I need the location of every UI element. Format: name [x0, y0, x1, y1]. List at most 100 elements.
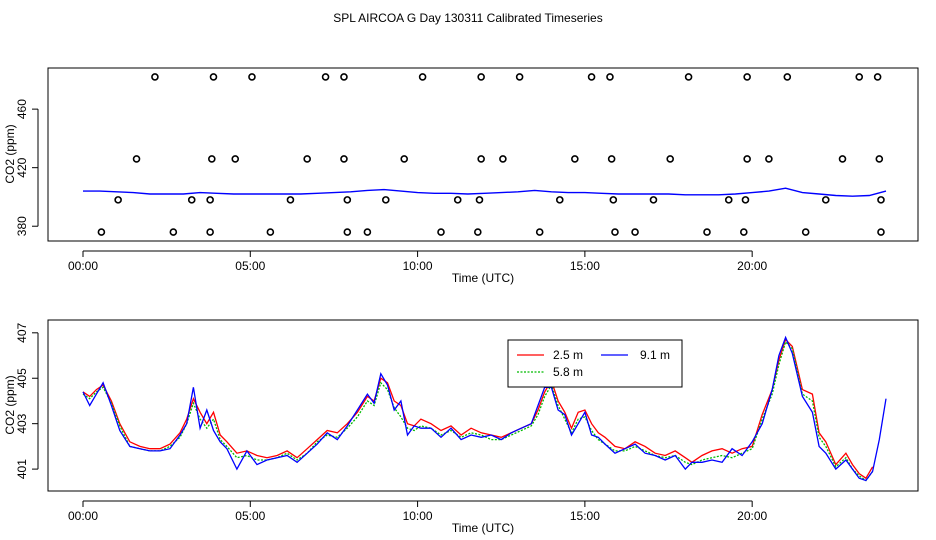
scatter-point	[875, 155, 884, 163]
scatter-point	[535, 228, 544, 236]
x-tick-label: 15:00	[570, 259, 600, 273]
y-tick-label: 460	[15, 99, 29, 119]
scatter-point	[649, 196, 658, 204]
scatter-point	[208, 155, 216, 163]
legend-label-2-5m: 2.5 m	[553, 348, 583, 362]
line-top	[83, 187, 887, 197]
x-axis-bottom: 00:00 05:00 10:00 15:00 20:00	[68, 500, 768, 523]
scatter-point	[684, 73, 693, 81]
x-tick-label: 00:00	[68, 509, 98, 523]
scatter-point	[741, 196, 750, 204]
scatter-point	[555, 196, 564, 204]
x-axis-top: 00:00 05:00 10:00 15:00 20:00	[68, 250, 768, 273]
scatter-point	[206, 228, 214, 236]
scatter-point	[877, 228, 885, 236]
series-line-5-8-m	[82, 340, 874, 482]
y-tick-label: 407	[15, 322, 29, 342]
scatter-point	[363, 228, 372, 236]
x-axis-label-bottom: Time (UTC)	[452, 521, 514, 535]
scatter-point	[475, 196, 484, 204]
scatter-point	[206, 196, 214, 204]
scatter-point	[611, 228, 619, 236]
scatter-point	[286, 196, 295, 204]
scatter-point	[381, 196, 390, 204]
series-line-2-5-m	[82, 338, 874, 480]
scatter-point	[97, 228, 106, 236]
scatter-point	[609, 196, 618, 204]
scatter-point	[114, 196, 122, 204]
scatter-point	[765, 155, 773, 163]
x-tick-label: 05:00	[235, 259, 265, 273]
scatter-point	[340, 73, 348, 81]
y-tick-label: 405	[15, 368, 29, 388]
scatter-point	[666, 155, 674, 163]
scatter-point	[248, 73, 256, 81]
scatter-point	[783, 73, 792, 81]
series-lines-bottom	[82, 335, 887, 482]
x-tick-label: 00:00	[68, 259, 98, 273]
scatter-point	[838, 155, 847, 163]
scatter-point	[587, 73, 596, 81]
scatter-point	[515, 73, 524, 81]
scatter-point	[266, 228, 275, 236]
scatter-point	[474, 228, 482, 236]
y-tick-label: 401	[15, 459, 29, 479]
scatter-points-top	[97, 73, 885, 236]
timeseries-line	[83, 187, 887, 197]
y-axis-top: 380 420 460	[15, 99, 39, 236]
panel-bottom: 00:00 05:00 10:00 15:00 20:00 401 403 405 407 T…	[3, 319, 919, 535]
scatter-point	[477, 73, 485, 81]
scatter-point	[703, 228, 711, 236]
scatter-point	[743, 73, 751, 81]
scatter-point	[303, 155, 311, 163]
y-tick-label: 420	[15, 157, 29, 177]
y-axis-bottom: 401 403 405 407	[15, 322, 39, 479]
scatter-point	[340, 155, 348, 163]
legend: 2.5 m 9.1 m 5.8 m	[507, 339, 683, 388]
scatter-point	[724, 196, 733, 204]
scatter-point	[855, 73, 864, 81]
scatter-point	[187, 196, 196, 204]
scatter-point	[571, 155, 579, 163]
x-tick-label: 15:00	[570, 509, 600, 523]
scatter-point	[343, 228, 352, 236]
scatter-point	[740, 228, 748, 236]
y-tick-label: 403	[15, 413, 29, 433]
legend-label-5-8m: 5.8 m	[553, 365, 583, 379]
scatter-point	[231, 155, 240, 163]
x-tick-label: 10:00	[403, 259, 433, 273]
x-axis-label-top: Time (UTC)	[452, 271, 514, 285]
plot-frame-top	[47, 67, 919, 242]
scatter-point	[607, 155, 616, 163]
legend-label-9-1m: 9.1 m	[640, 348, 670, 362]
scatter-point	[631, 228, 639, 236]
scatter-point	[873, 73, 882, 81]
scatter-point	[343, 196, 352, 204]
scatter-point	[418, 73, 427, 81]
scatter-point	[606, 73, 614, 81]
scatter-point	[321, 73, 330, 81]
scatter-point	[169, 228, 178, 236]
scatter-point	[743, 155, 751, 163]
y-axis-label-top: CO2 (ppm)	[3, 124, 17, 183]
scatter-point	[877, 196, 885, 204]
scatter-point	[437, 228, 445, 236]
scatter-point	[400, 155, 409, 163]
x-tick-label: 10:00	[403, 509, 433, 523]
chart-title: SPL AIRCOA G Day 130311 Calibrated Times…	[333, 11, 602, 25]
plot-frame-bottom	[47, 319, 919, 492]
scatter-point	[477, 155, 485, 163]
x-tick-label: 05:00	[235, 509, 265, 523]
scatter-point	[801, 228, 810, 236]
x-tick-label: 20:00	[737, 509, 767, 523]
scatter-point	[499, 155, 507, 163]
x-tick-label: 20:00	[737, 259, 767, 273]
y-tick-label: 380	[15, 216, 29, 236]
scatter-point	[209, 73, 218, 81]
series-line-9-1-m	[82, 335, 887, 482]
y-axis-label-bottom: CO2 (ppm)	[3, 375, 17, 434]
scatter-point	[151, 73, 159, 81]
panel-top: 00:00 05:00 10:00 15:00 20:00 380 420 460 Time…	[3, 67, 919, 285]
scatter-point	[821, 196, 830, 204]
